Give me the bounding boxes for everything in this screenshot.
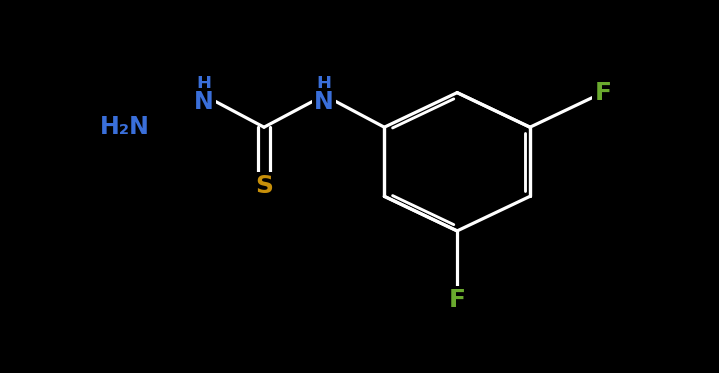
Text: H: H (196, 75, 211, 93)
Text: N: N (314, 90, 334, 114)
Text: F: F (595, 81, 611, 105)
Text: H: H (316, 75, 331, 93)
Text: S: S (255, 174, 273, 198)
Text: H₂N: H₂N (100, 115, 150, 139)
Text: N: N (194, 90, 214, 114)
Text: F: F (449, 288, 466, 312)
